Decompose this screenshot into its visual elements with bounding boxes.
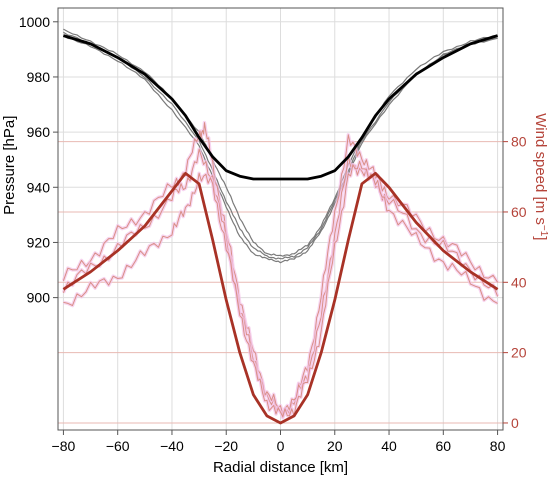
tick-labels: −80 −60 −40 −20 0 20 40 60 80 900 920 940 960 980 1000… — [19, 14, 527, 454]
pressure-observed-line — [63, 35, 498, 264]
y-left-tick-label: 960 — [27, 124, 51, 140]
y-left-tick-label: 940 — [27, 179, 51, 195]
y-right-tick-label: 0 — [511, 415, 519, 431]
pressure-model-line — [62, 34, 499, 181]
y-left-tick-label: 920 — [27, 234, 51, 250]
y-axis-right-title: Wind speed [m s−1] — [532, 113, 550, 240]
y-right-tick-label: 80 — [511, 134, 527, 150]
wind-model-line — [62, 171, 499, 425]
grid-lines — [58, 8, 503, 430]
wind-observed-line — [62, 148, 499, 415]
y-axis-right-title-main: Wind speed [m s — [532, 113, 549, 225]
y-axis-left-title: Pressure [hPa] — [1, 116, 18, 215]
x-tick-label: 20 — [327, 438, 343, 454]
y-axis-right-title-close: ] — [532, 236, 549, 240]
x-tick-label: −60 — [106, 438, 130, 454]
y-right-tick-label: 40 — [511, 274, 527, 290]
y-left-tick-label: 980 — [27, 69, 51, 85]
wind-observed-line — [63, 160, 498, 418]
y-left-tick-label: 1000 — [19, 14, 50, 30]
x-tick-label: 40 — [381, 438, 397, 454]
y-right-tick-label: 20 — [511, 345, 527, 361]
model-series — [62, 34, 499, 425]
x-tick-label: 60 — [436, 438, 452, 454]
pressure-observed-line — [63, 28, 498, 257]
y-axis-right-title-exponent: −1 — [539, 225, 550, 237]
x-tick-label: 0 — [277, 438, 285, 454]
x-tick-label: −40 — [160, 438, 184, 454]
y-right-tick-label: 60 — [511, 204, 527, 220]
x-axis-title: Radial distance [km] — [213, 459, 348, 476]
tick-marks — [53, 21, 508, 435]
x-tick-label: −80 — [52, 438, 76, 454]
x-tick-label: −20 — [214, 438, 238, 454]
x-tick-label: 80 — [490, 438, 506, 454]
y-left-tick-label: 900 — [27, 290, 51, 306]
